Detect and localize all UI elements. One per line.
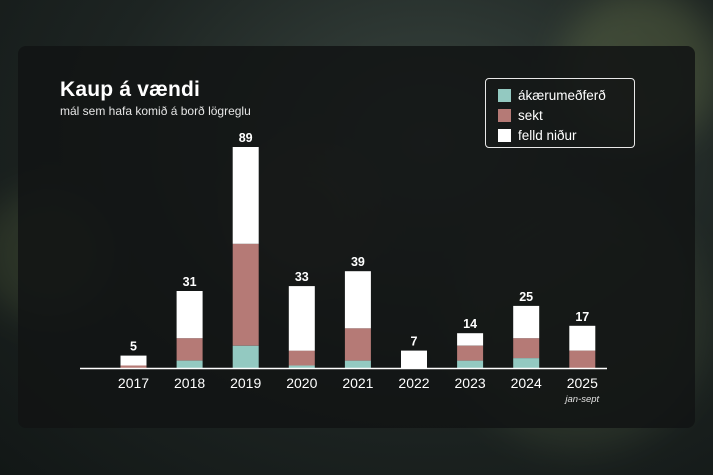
data-label-2019: 89 (239, 131, 253, 145)
x-tick-label-2020: 2020 (286, 375, 317, 391)
legend: ákærumeðferð sekt felld niður (485, 78, 635, 148)
bar-segment-2021-sekt (344, 328, 371, 361)
data-label-2025: 17 (575, 310, 589, 324)
bar-segment-2020-felld-nidur (288, 286, 315, 351)
data-label-2023: 14 (463, 317, 477, 331)
legend-label-felld-nidur: felld niður (518, 127, 577, 143)
legend-label-akaerumedferd: ákærumeðferð (518, 87, 606, 103)
legend-swatch-felld-nidur (498, 128, 511, 142)
x-tick-label-2018: 2018 (174, 375, 205, 391)
x-tick-label-2024: 2024 (511, 375, 542, 391)
legend-swatch-akaerumedferd (498, 88, 511, 102)
bar-segment-2025-felld-nidur (569, 325, 596, 351)
bar-segment-2024-akaerumedferd (513, 358, 540, 368)
data-label-2017: 5 (130, 340, 137, 354)
bar-segment-2018-felld-nidur (176, 291, 203, 339)
bar-segment-2021-akaerumedferd (344, 360, 371, 368)
legend-swatch-sekt (498, 108, 511, 122)
legend-label-sekt: sekt (518, 107, 543, 123)
x-tick-note-2025: jan-sept (563, 394, 599, 405)
legend-item-felld-nidur: felld niður (498, 125, 634, 145)
x-tick-label-2022: 2022 (398, 375, 429, 391)
bar-segment-2020-akaerumedferd (288, 365, 315, 368)
bar-segment-2021-felld-nidur (344, 271, 371, 329)
bar-segment-2023-akaerumedferd (457, 360, 484, 368)
bar-segment-2020-sekt (288, 350, 315, 366)
bar-segment-2017-felld-nidur (120, 355, 147, 366)
chart-title: Kaup á vændi (60, 78, 201, 101)
bar-segment-2018-sekt (176, 338, 203, 361)
x-tick-label-2025: 2025 (567, 375, 598, 391)
bar-segment-2019-sekt (232, 243, 259, 346)
data-label-2020: 33 (295, 270, 309, 284)
data-label-2018: 31 (183, 275, 197, 289)
bar-segment-2017-sekt (120, 365, 147, 368)
legend-item-sekt: sekt (498, 105, 634, 125)
data-label-2022: 7 (411, 335, 418, 349)
bar-segment-2023-felld-nidur (457, 333, 484, 346)
bar-segment-2024-sekt (513, 338, 540, 359)
x-tick-label-2023: 2023 (455, 375, 486, 391)
bar-segment-2019-felld-nidur (232, 147, 259, 244)
data-label-2021: 39 (351, 255, 365, 269)
bar-segment-2022-felld-nidur (401, 350, 427, 368)
data-label-2024: 25 (519, 290, 533, 304)
legend-item-akaerumedferd: ákærumeðferð (498, 85, 634, 105)
bar-segment-2023-sekt (457, 345, 484, 361)
x-tick-label-2021: 2021 (342, 375, 373, 391)
chart-subtitle: mál sem hafa komið á borð lögreglu (60, 104, 251, 118)
bar-segment-2018-akaerumedferd (176, 360, 203, 368)
bar-segment-2025-sekt (569, 350, 596, 368)
bar-segment-2024-felld-nidur (513, 305, 540, 339)
bar-segment-2019-akaerumedferd (232, 345, 259, 368)
x-tick-label-2019: 2019 (230, 375, 261, 391)
x-tick-label-2017: 2017 (118, 375, 149, 391)
